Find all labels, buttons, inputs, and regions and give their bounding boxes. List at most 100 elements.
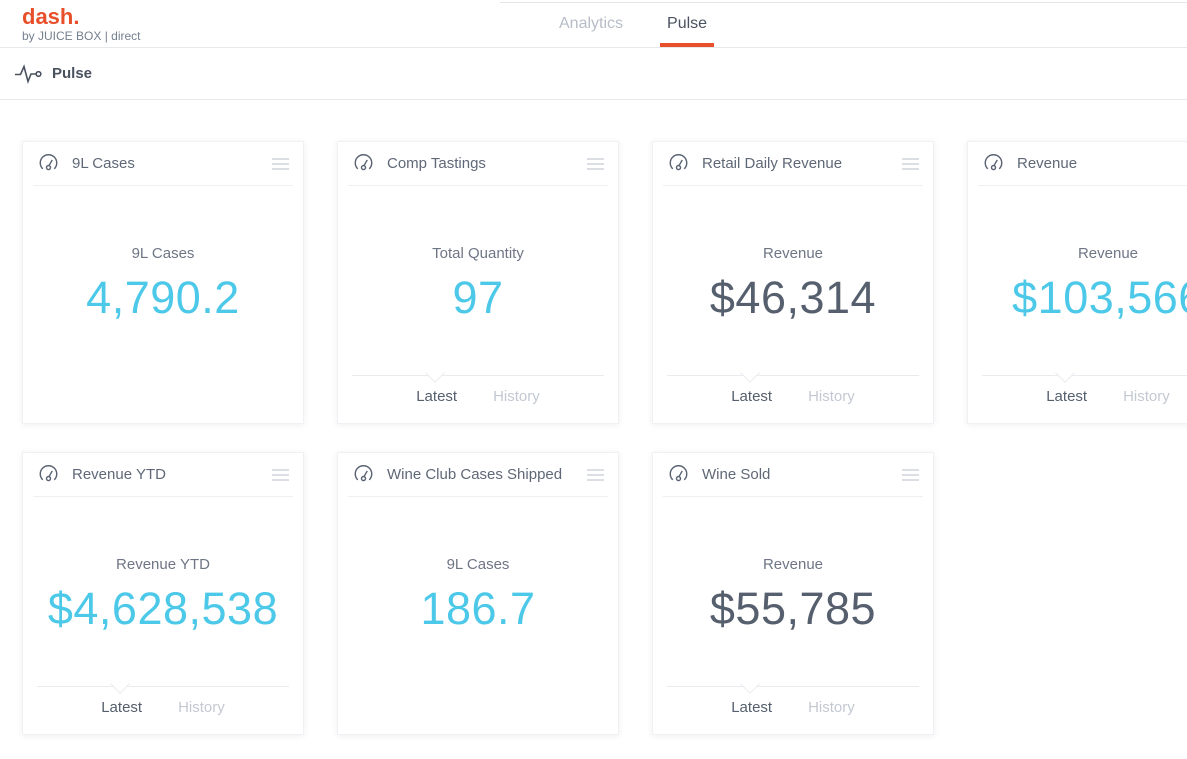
metric-card: Retail Daily Revenue Revenue $46,314 Lat…	[652, 141, 934, 424]
hamburger-menu-icon[interactable]	[272, 468, 289, 482]
card-footer: Latest History	[667, 674, 919, 734]
logo-text: dash.	[22, 4, 80, 29]
card-title: Revenue	[1017, 155, 1078, 172]
card-header: Revenue	[968, 142, 1187, 185]
tab-analytics-label: Analytics	[559, 15, 624, 32]
card-body: 9L Cases 186.7	[338, 496, 618, 635]
gauge-icon	[354, 465, 373, 482]
gauge-icon	[669, 465, 688, 482]
card-body: Revenue $55,785	[653, 496, 933, 635]
metric-value: 4,790.2	[86, 272, 240, 323]
metric-card: Comp Tastings Total Quantity 97 Latest H…	[337, 141, 619, 424]
card-body: Revenue YTD $4,628,538	[23, 496, 303, 635]
hamburger-menu-icon[interactable]	[587, 468, 604, 482]
metric-card: 9L Cases 9L Cases 4,790.2	[22, 141, 304, 424]
card-tab-history[interactable]: History	[1123, 388, 1170, 405]
card-header-divider	[663, 185, 923, 186]
metric-card: Revenue Revenue $103,566 Latest History	[967, 141, 1187, 424]
metric-label: Revenue YTD	[116, 556, 210, 573]
tab-pulse-label: Pulse	[667, 15, 708, 32]
card-title: Comp Tastings	[387, 155, 486, 172]
tab-pulse[interactable]: Pulse	[660, 0, 715, 48]
card-header-divider	[978, 185, 1187, 186]
metric-value: $4,628,538	[47, 583, 279, 634]
page-title: Pulse	[52, 65, 93, 82]
metric-value: $55,785	[709, 583, 877, 634]
card-header-divider	[33, 185, 293, 186]
pulse-line-icon	[15, 63, 42, 84]
card-tab-history[interactable]: History	[493, 388, 540, 405]
metric-card: Wine Club Cases Shipped 9L Cases 186.7	[337, 452, 619, 735]
card-title: Revenue YTD	[72, 466, 166, 483]
metric-value: 186.7	[420, 583, 536, 634]
card-tab-latest[interactable]: Latest	[731, 388, 773, 405]
card-header: Revenue YTD	[23, 453, 303, 496]
metric-label: 9L Cases	[446, 556, 510, 573]
metric-label: Revenue	[762, 556, 824, 573]
metric-card: Wine Sold Revenue $55,785 Latest History	[652, 452, 934, 735]
card-footer: Latest History	[982, 363, 1187, 423]
card-footer-divider	[982, 363, 1187, 383]
metric-label: 9L Cases	[131, 245, 195, 262]
card-tab-history[interactable]: History	[178, 699, 225, 716]
card-header: Wine Club Cases Shipped	[338, 453, 618, 496]
card-header-divider	[663, 496, 923, 497]
logo: dash. by JUICE BOX | direct	[22, 4, 141, 44]
active-tab-underline	[660, 43, 715, 47]
gauge-icon	[39, 465, 58, 482]
breadcrumb-bar: Pulse	[0, 48, 1187, 100]
card-header-divider	[33, 496, 293, 497]
card-tab-latest[interactable]: Latest	[1046, 388, 1088, 405]
card-body: Revenue $103,566	[968, 185, 1187, 324]
card-tab-latest[interactable]: Latest	[731, 699, 773, 716]
gauge-icon	[39, 154, 58, 171]
metric-label: Total Quantity	[432, 245, 524, 262]
hamburger-menu-icon[interactable]	[902, 157, 919, 171]
card-footer: Latest History	[667, 363, 919, 423]
topbar-hairline	[500, 2, 1187, 3]
metric-value: 97	[452, 272, 504, 323]
card-header: Retail Daily Revenue	[653, 142, 933, 185]
card-footer: Latest History	[37, 674, 289, 734]
logo-subtitle: by JUICE BOX | direct	[22, 29, 141, 43]
card-title: Retail Daily Revenue	[702, 155, 843, 172]
card-body: Revenue $46,314	[653, 185, 933, 324]
card-header: Wine Sold	[653, 453, 933, 496]
hamburger-menu-icon[interactable]	[587, 157, 604, 171]
gauge-icon	[354, 154, 373, 171]
gauge-icon	[984, 154, 1003, 171]
cards-grid: 9L Cases 9L Cases 4,790.2 Comp Tastings	[0, 100, 1187, 735]
card-tab-latest[interactable]: Latest	[416, 388, 458, 405]
card-title: 9L Cases	[72, 155, 135, 172]
metric-label: Revenue	[762, 245, 824, 262]
card-footer-tabs: Latest History	[667, 376, 919, 405]
tab-analytics[interactable]: Analytics	[559, 0, 623, 48]
card-footer-divider	[37, 674, 289, 694]
card-tab-latest[interactable]: Latest	[101, 699, 143, 716]
card-footer-tabs: Latest History	[982, 376, 1187, 405]
top-bar: dash. by JUICE BOX | direct Analytics Pu…	[0, 0, 1187, 48]
metric-value: $103,566	[1012, 272, 1187, 323]
card-footer-divider	[667, 363, 919, 383]
gauge-icon	[669, 154, 688, 171]
card-tab-history[interactable]: History	[808, 388, 855, 405]
card-header: 9L Cases	[23, 142, 303, 185]
hamburger-menu-icon[interactable]	[902, 468, 919, 482]
metric-value: $46,314	[709, 272, 877, 323]
metric-label: Revenue	[1077, 245, 1139, 262]
card-footer-tabs: Latest History	[667, 687, 919, 716]
card-tab-history[interactable]: History	[808, 699, 855, 716]
card-footer: Latest History	[352, 363, 604, 423]
card-footer-tabs: Latest History	[352, 376, 604, 405]
card-footer-divider	[667, 674, 919, 694]
main-nav-tabs: Analytics Pulse	[559, 0, 715, 48]
hamburger-menu-icon[interactable]	[272, 157, 289, 171]
card-title: Wine Sold	[702, 466, 771, 483]
card-body: 9L Cases 4,790.2	[23, 185, 303, 324]
card-footer-divider	[352, 363, 604, 383]
card-body: Total Quantity 97	[338, 185, 618, 324]
card-footer-tabs: Latest History	[37, 687, 289, 716]
card-header-divider	[348, 185, 608, 186]
metric-card: Revenue YTD Revenue YTD $4,628,538 Lates…	[22, 452, 304, 735]
card-title: Wine Club Cases Shipped	[387, 466, 563, 483]
